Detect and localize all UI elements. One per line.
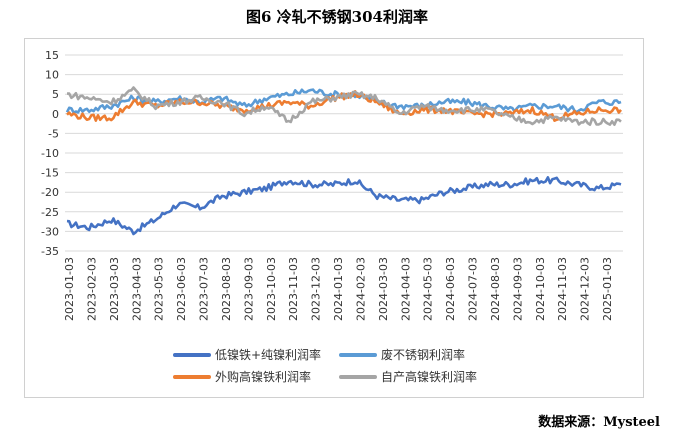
gridlines (65, 54, 623, 252)
y-tick-label: 10 (45, 69, 59, 82)
x-tick-label: 2024-02-03 (354, 257, 367, 321)
legend-label: 低镍铁+纯镍利润率 (215, 347, 321, 362)
legend-label: 外购高镍铁利润率 (215, 369, 311, 384)
x-tick-label: 2023-07-03 (198, 257, 211, 321)
series-line (67, 86, 622, 126)
x-tick-label: 2023-04-03 (130, 257, 143, 321)
x-tick-label: 2024-05-03 (422, 257, 435, 321)
x-tick-label: 2023-01-03 (63, 257, 76, 321)
y-tick-label: -5 (48, 127, 59, 140)
chart-area: 15 10 5 0 -5 -10 -15 -20 -25 -30 -35 2023-01-03 202… (24, 38, 644, 398)
y-tick-label: -35 (41, 245, 59, 258)
x-tick-label: 2023-12-03 (310, 257, 323, 321)
series-lines (65, 86, 622, 236)
y-tick-label: 15 (45, 49, 59, 62)
x-tick-label: 2023-11-03 (287, 257, 300, 321)
x-tick-label: 2024-10-03 (534, 257, 547, 321)
x-tick-label: 2024-08-03 (489, 257, 502, 321)
y-tick-label: -10 (41, 147, 59, 160)
legend-label: 自产高镍铁利润率 (381, 369, 477, 384)
x-tick-label: 2024-01-03 (332, 257, 345, 321)
y-tick-label: 0 (52, 108, 59, 121)
x-tick-label: 2024-09-03 (511, 257, 524, 321)
x-tick-label: 2024-12-03 (579, 257, 592, 321)
series-line (66, 176, 622, 236)
x-tick-label: 2024-04-03 (399, 257, 412, 321)
x-tick-label: 2024-06-03 (444, 257, 457, 321)
x-tick-label: 2023-05-03 (153, 257, 166, 321)
legend-label: 废不锈钢利润率 (381, 347, 465, 362)
x-tick-label: 2023-09-03 (242, 257, 255, 321)
x-tick-label: 2024-03-03 (377, 257, 390, 321)
y-tick-label: -15 (41, 167, 59, 180)
y-tick-label: 5 (52, 88, 59, 101)
x-tick-label: 2025-01-03 (601, 257, 614, 321)
x-tick-label: 2023-08-03 (220, 257, 233, 321)
x-tick-label: 2024-11-03 (556, 257, 569, 321)
x-tick-label: 2023-06-03 (175, 257, 188, 321)
y-tick-label: -30 (41, 225, 59, 238)
x-tick-label: 2023-02-03 (85, 257, 98, 321)
data-source-note: 数据来源：Mysteel (538, 415, 660, 430)
y-tick-label: -25 (41, 206, 59, 219)
chart-title: 图6 冷轧不锈钢304利润率 (246, 8, 428, 26)
x-axis: 2023-01-03 2023-02-03 2023-03-03 2023-04-03… (63, 257, 614, 321)
x-tick-label: 2023-03-03 (108, 257, 121, 321)
y-axis: 15 10 5 0 -5 -10 -15 -20 -25 -30 -35 (41, 49, 59, 258)
x-tick-label: 2024-07-03 (467, 257, 480, 321)
y-tick-label: -20 (41, 186, 59, 199)
x-tick-label: 2023-10-03 (265, 257, 278, 321)
